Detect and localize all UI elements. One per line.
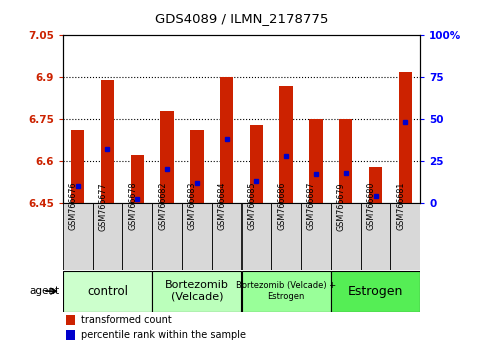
Bar bbox=[398, 72, 412, 203]
Bar bbox=[101, 80, 114, 203]
Bar bbox=[63, 203, 93, 270]
Bar bbox=[71, 130, 85, 203]
Text: GSM766679: GSM766679 bbox=[337, 182, 346, 230]
Bar bbox=[160, 111, 174, 203]
Text: GSM766676: GSM766676 bbox=[69, 182, 78, 230]
Text: transformed count: transformed count bbox=[81, 315, 171, 325]
Bar bbox=[331, 271, 420, 312]
Bar bbox=[280, 86, 293, 203]
Bar bbox=[212, 203, 242, 270]
Text: GSM766677: GSM766677 bbox=[99, 182, 108, 230]
Text: GSM766687: GSM766687 bbox=[307, 182, 316, 230]
Bar bbox=[390, 203, 420, 270]
Text: GDS4089 / ILMN_2178775: GDS4089 / ILMN_2178775 bbox=[155, 12, 328, 25]
Bar bbox=[122, 203, 152, 270]
Text: control: control bbox=[87, 285, 128, 298]
Text: Estrogen: Estrogen bbox=[348, 285, 403, 298]
Bar bbox=[309, 119, 323, 203]
Bar bbox=[152, 203, 182, 270]
Bar bbox=[63, 271, 152, 312]
Bar bbox=[130, 155, 144, 203]
Text: GSM766686: GSM766686 bbox=[277, 182, 286, 230]
Bar bbox=[301, 203, 331, 270]
Text: Bortezomib
(Velcade): Bortezomib (Velcade) bbox=[165, 280, 229, 302]
Text: percentile rank within the sample: percentile rank within the sample bbox=[81, 330, 246, 340]
Bar bbox=[271, 203, 301, 270]
Text: GSM766681: GSM766681 bbox=[397, 182, 405, 230]
Bar bbox=[152, 271, 242, 312]
Bar bbox=[242, 271, 331, 312]
Bar bbox=[361, 203, 390, 270]
Bar bbox=[369, 167, 382, 203]
Text: Bortezomib (Velcade) +
Estrogen: Bortezomib (Velcade) + Estrogen bbox=[236, 281, 336, 301]
Bar bbox=[182, 203, 212, 270]
Text: GSM766684: GSM766684 bbox=[218, 182, 227, 230]
Bar bbox=[66, 330, 75, 340]
Bar bbox=[339, 119, 353, 203]
Bar bbox=[250, 125, 263, 203]
Bar bbox=[190, 130, 203, 203]
Bar bbox=[93, 203, 122, 270]
Text: GSM766680: GSM766680 bbox=[367, 182, 376, 230]
Bar bbox=[242, 203, 271, 270]
Text: GSM766682: GSM766682 bbox=[158, 182, 167, 230]
Text: agent: agent bbox=[29, 286, 59, 296]
Bar bbox=[66, 315, 75, 325]
Bar bbox=[220, 77, 233, 203]
Text: GSM766685: GSM766685 bbox=[247, 182, 256, 230]
Bar bbox=[331, 203, 361, 270]
Text: GSM766683: GSM766683 bbox=[188, 182, 197, 230]
Text: GSM766678: GSM766678 bbox=[128, 182, 137, 230]
